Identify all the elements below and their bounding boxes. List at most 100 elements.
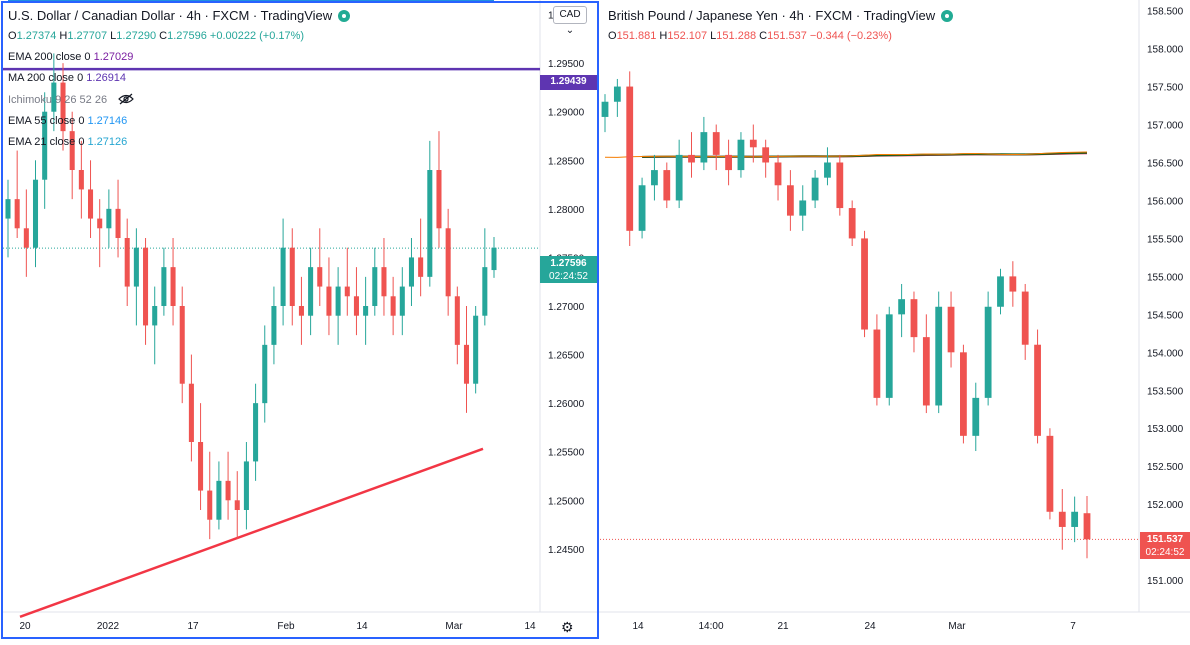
candle-body — [262, 344, 268, 404]
y-tick-label: 151.000 — [1147, 576, 1184, 587]
y-tick-label: 1.28000 — [548, 205, 585, 216]
market-open-icon — [338, 10, 351, 22]
usdcad-title[interactable]: U.S. Dollar / Canadian Dollar · 4h · FXC… — [8, 8, 333, 23]
indicator-ema200-row[interactable]: EMA 200 close 0 1.27029 — [8, 47, 350, 68]
y-tick-label: 154.000 — [1147, 348, 1184, 359]
y-tick-label: 156.500 — [1147, 158, 1184, 169]
candle-body — [225, 480, 231, 501]
candle-body — [725, 154, 732, 171]
ohlc-h-label: H — [59, 30, 68, 42]
eye-hidden-icon[interactable] — [118, 89, 134, 110]
gbpjpy-chart-canvas[interactable]: 158.500 158.000 157.500 157.000 156.500 156.0… — [600, 0, 1190, 645]
candle-body — [712, 132, 720, 155]
indicator-ma200-row[interactable]: MA 200 close 0 1.26914 — [8, 68, 350, 89]
gbpjpy-title[interactable]: British Pound / Japanese Yen · 4h · FXCM… — [608, 8, 936, 23]
candle-body — [106, 208, 112, 229]
horizontal-level-value: 1.29439 — [550, 76, 587, 87]
candle-body — [60, 82, 66, 132]
ohlc-o-label: O — [8, 30, 17, 42]
gbpjpy-ohlc-row: O151.881 H152.107 L151.288 C151.537 −0.3… — [608, 26, 953, 47]
indicator-ema55-row[interactable]: EMA 55 close 0 1.27146 — [8, 111, 350, 132]
candle-body — [688, 154, 695, 163]
x-tick-label: Mar — [948, 621, 966, 632]
last-price-value: 151.537 — [1146, 534, 1184, 545]
market-open-icon — [941, 10, 954, 22]
indicator-ema200-value: 1.27029 — [93, 51, 134, 63]
candle-body — [353, 296, 359, 316]
chevron-down-icon: ⌄ — [565, 25, 575, 36]
series-orange-ma-line — [604, 151, 1088, 158]
y-tick-label: 1.28500 — [548, 156, 585, 167]
candle-body — [390, 296, 396, 316]
candle-body — [436, 170, 442, 229]
indicator-ema55-value: 1.27146 — [87, 115, 128, 127]
candle-body — [408, 257, 414, 287]
last-price-badge: 151.537 02:24:52 — [1140, 532, 1190, 559]
candle-body — [427, 170, 433, 277]
candle-body — [298, 306, 304, 316]
ohlc-low: 1.27290 — [116, 30, 157, 42]
ohlc-close: 1.27596 — [167, 30, 207, 42]
y-tick-label: 1.25000 — [548, 496, 585, 507]
gbpjpy-chart-pane[interactable]: 158.500 158.000 157.500 157.000 156.500 156.0… — [600, 0, 1190, 645]
candle-body — [445, 228, 451, 297]
horizontal-level-badge: 1.29439 — [540, 75, 597, 90]
currency-select-button[interactable]: CAD ⌄ — [553, 6, 587, 36]
indicator-ema21-row[interactable]: EMA 21 close 0 1.27126 — [8, 132, 350, 153]
candle-body — [161, 267, 167, 306]
candle-body — [1058, 511, 1066, 527]
indicator-ichimoku-row[interactable]: Ichimoku 9 26 52 26 — [8, 89, 350, 111]
settings-gear-icon[interactable]: ⚙ — [561, 619, 574, 635]
candle-body — [1009, 276, 1017, 292]
y-tick-label: 156.000 — [1147, 196, 1184, 207]
y-tick-label: 158.500 — [1147, 7, 1184, 18]
ohlc-open: 151.881 — [616, 30, 657, 42]
currency-select-label: CAD — [559, 9, 581, 20]
candle-body — [861, 238, 868, 330]
candle-body — [675, 154, 683, 201]
indicator-ma200-label: MA 200 close 0 — [8, 72, 84, 84]
candle-body — [1071, 511, 1079, 527]
candle-body — [762, 147, 770, 163]
candle-body — [910, 299, 918, 338]
candle-body — [289, 247, 295, 306]
candle-body — [170, 267, 176, 306]
candle-body — [399, 286, 405, 316]
candle-body — [651, 170, 658, 186]
ohlc-high: 1.27707 — [67, 30, 108, 42]
y-tick-label: 154.500 — [1147, 310, 1184, 321]
candle-body — [133, 247, 139, 287]
y-tick-label: 155.000 — [1147, 272, 1184, 283]
candle-body — [947, 306, 955, 353]
candle-body — [984, 306, 992, 398]
gbpjpy-legend: British Pound / Japanese Yen · 4h · FXCM… — [608, 5, 954, 47]
candle-body — [601, 101, 609, 117]
candle-body — [179, 306, 185, 384]
candle-body — [308, 267, 314, 316]
last-price-badge: 1.27596 02:24:52 — [540, 256, 597, 283]
ohlc-change: −0.344 (−0.23%) — [809, 30, 892, 42]
ohlc-l-label: L — [110, 30, 117, 42]
bar-countdown: 02:24:52 — [1145, 547, 1185, 558]
candle-body — [848, 208, 856, 239]
y-tick-label: 1.24500 — [548, 545, 585, 556]
candle-body — [473, 315, 479, 384]
indicator-ema21-value: 1.27126 — [87, 136, 128, 148]
usdcad-chart-pane[interactable]: 1.300001.295001.290001.285001.280001.275… — [0, 0, 600, 645]
y-tick-label: 1.26000 — [548, 399, 585, 410]
x-tick-label: Feb — [277, 621, 295, 632]
y-tick-label: 1.26500 — [548, 351, 585, 362]
candle-body — [873, 329, 881, 398]
candle-body — [885, 314, 893, 398]
y-tick-label: 1.29000 — [548, 108, 585, 119]
candle-body — [32, 179, 39, 248]
candle-body — [372, 267, 378, 306]
x-tick-label: 14 — [632, 621, 644, 632]
candle-body — [626, 86, 634, 231]
y-tick-label: 157.500 — [1147, 83, 1184, 94]
candle-body — [381, 267, 387, 297]
candle-body — [344, 286, 350, 297]
ohlc-close: 151.537 — [767, 30, 807, 42]
candle-body — [335, 286, 341, 316]
candle-body — [14, 199, 20, 229]
